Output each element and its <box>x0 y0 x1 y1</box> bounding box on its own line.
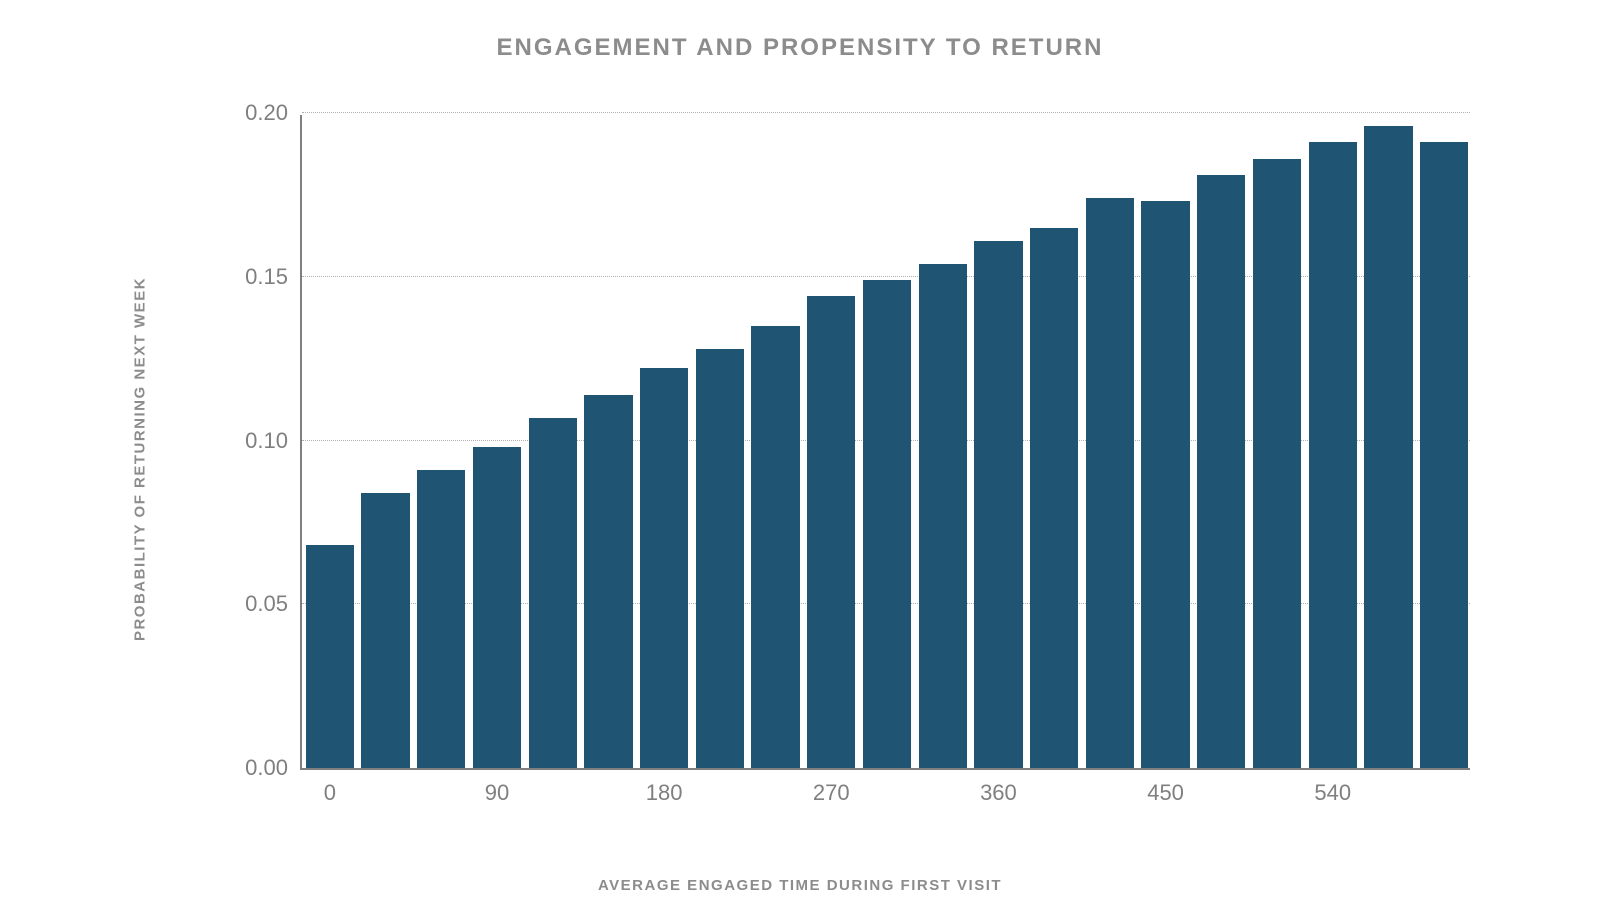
chart-container: ENGAGEMENT AND PROPENSITY TO RETURN PROB… <box>0 0 1600 918</box>
bar <box>1030 228 1078 768</box>
bar <box>1086 198 1134 768</box>
bar <box>306 545 354 768</box>
bar <box>640 368 688 768</box>
y-tick-label: 0.20 <box>245 100 288 126</box>
x-tick-label: 270 <box>813 780 850 806</box>
bar <box>417 470 465 768</box>
y-tick-label: 0.10 <box>245 428 288 454</box>
x-tick-label: 540 <box>1314 780 1351 806</box>
bar <box>1197 175 1245 768</box>
x-axis-label: AVERAGE ENGAGED TIME DURING FIRST VISIT <box>0 877 1600 894</box>
bar <box>1364 126 1412 768</box>
bar <box>529 418 577 768</box>
y-axis-label: PROBABILITY OF RETURNING NEXT WEEK <box>132 277 149 641</box>
chart-title: ENGAGEMENT AND PROPENSITY TO RETURN <box>0 34 1600 62</box>
bar <box>1309 142 1357 768</box>
y-tick-label: 0.15 <box>245 264 288 290</box>
bar <box>751 326 799 768</box>
bar <box>584 395 632 768</box>
bar <box>919 264 967 768</box>
bar <box>863 280 911 768</box>
bar <box>361 493 409 768</box>
gridline <box>302 112 1470 113</box>
bar <box>1420 142 1468 768</box>
y-tick-label: 0.00 <box>245 755 288 781</box>
bar <box>807 296 855 768</box>
bar <box>974 241 1022 768</box>
bar <box>696 349 744 768</box>
y-tick-label: 0.05 <box>245 591 288 617</box>
x-tick-label: 360 <box>980 780 1017 806</box>
bar <box>473 447 521 768</box>
bar <box>1253 159 1301 768</box>
x-tick-label: 450 <box>1147 780 1184 806</box>
x-tick-label: 0 <box>324 780 336 806</box>
plot-area: 0.000.050.100.150.20090180270360450540 <box>300 115 1470 770</box>
x-tick-label: 90 <box>485 780 509 806</box>
bar <box>1141 201 1189 768</box>
x-tick-label: 180 <box>646 780 683 806</box>
